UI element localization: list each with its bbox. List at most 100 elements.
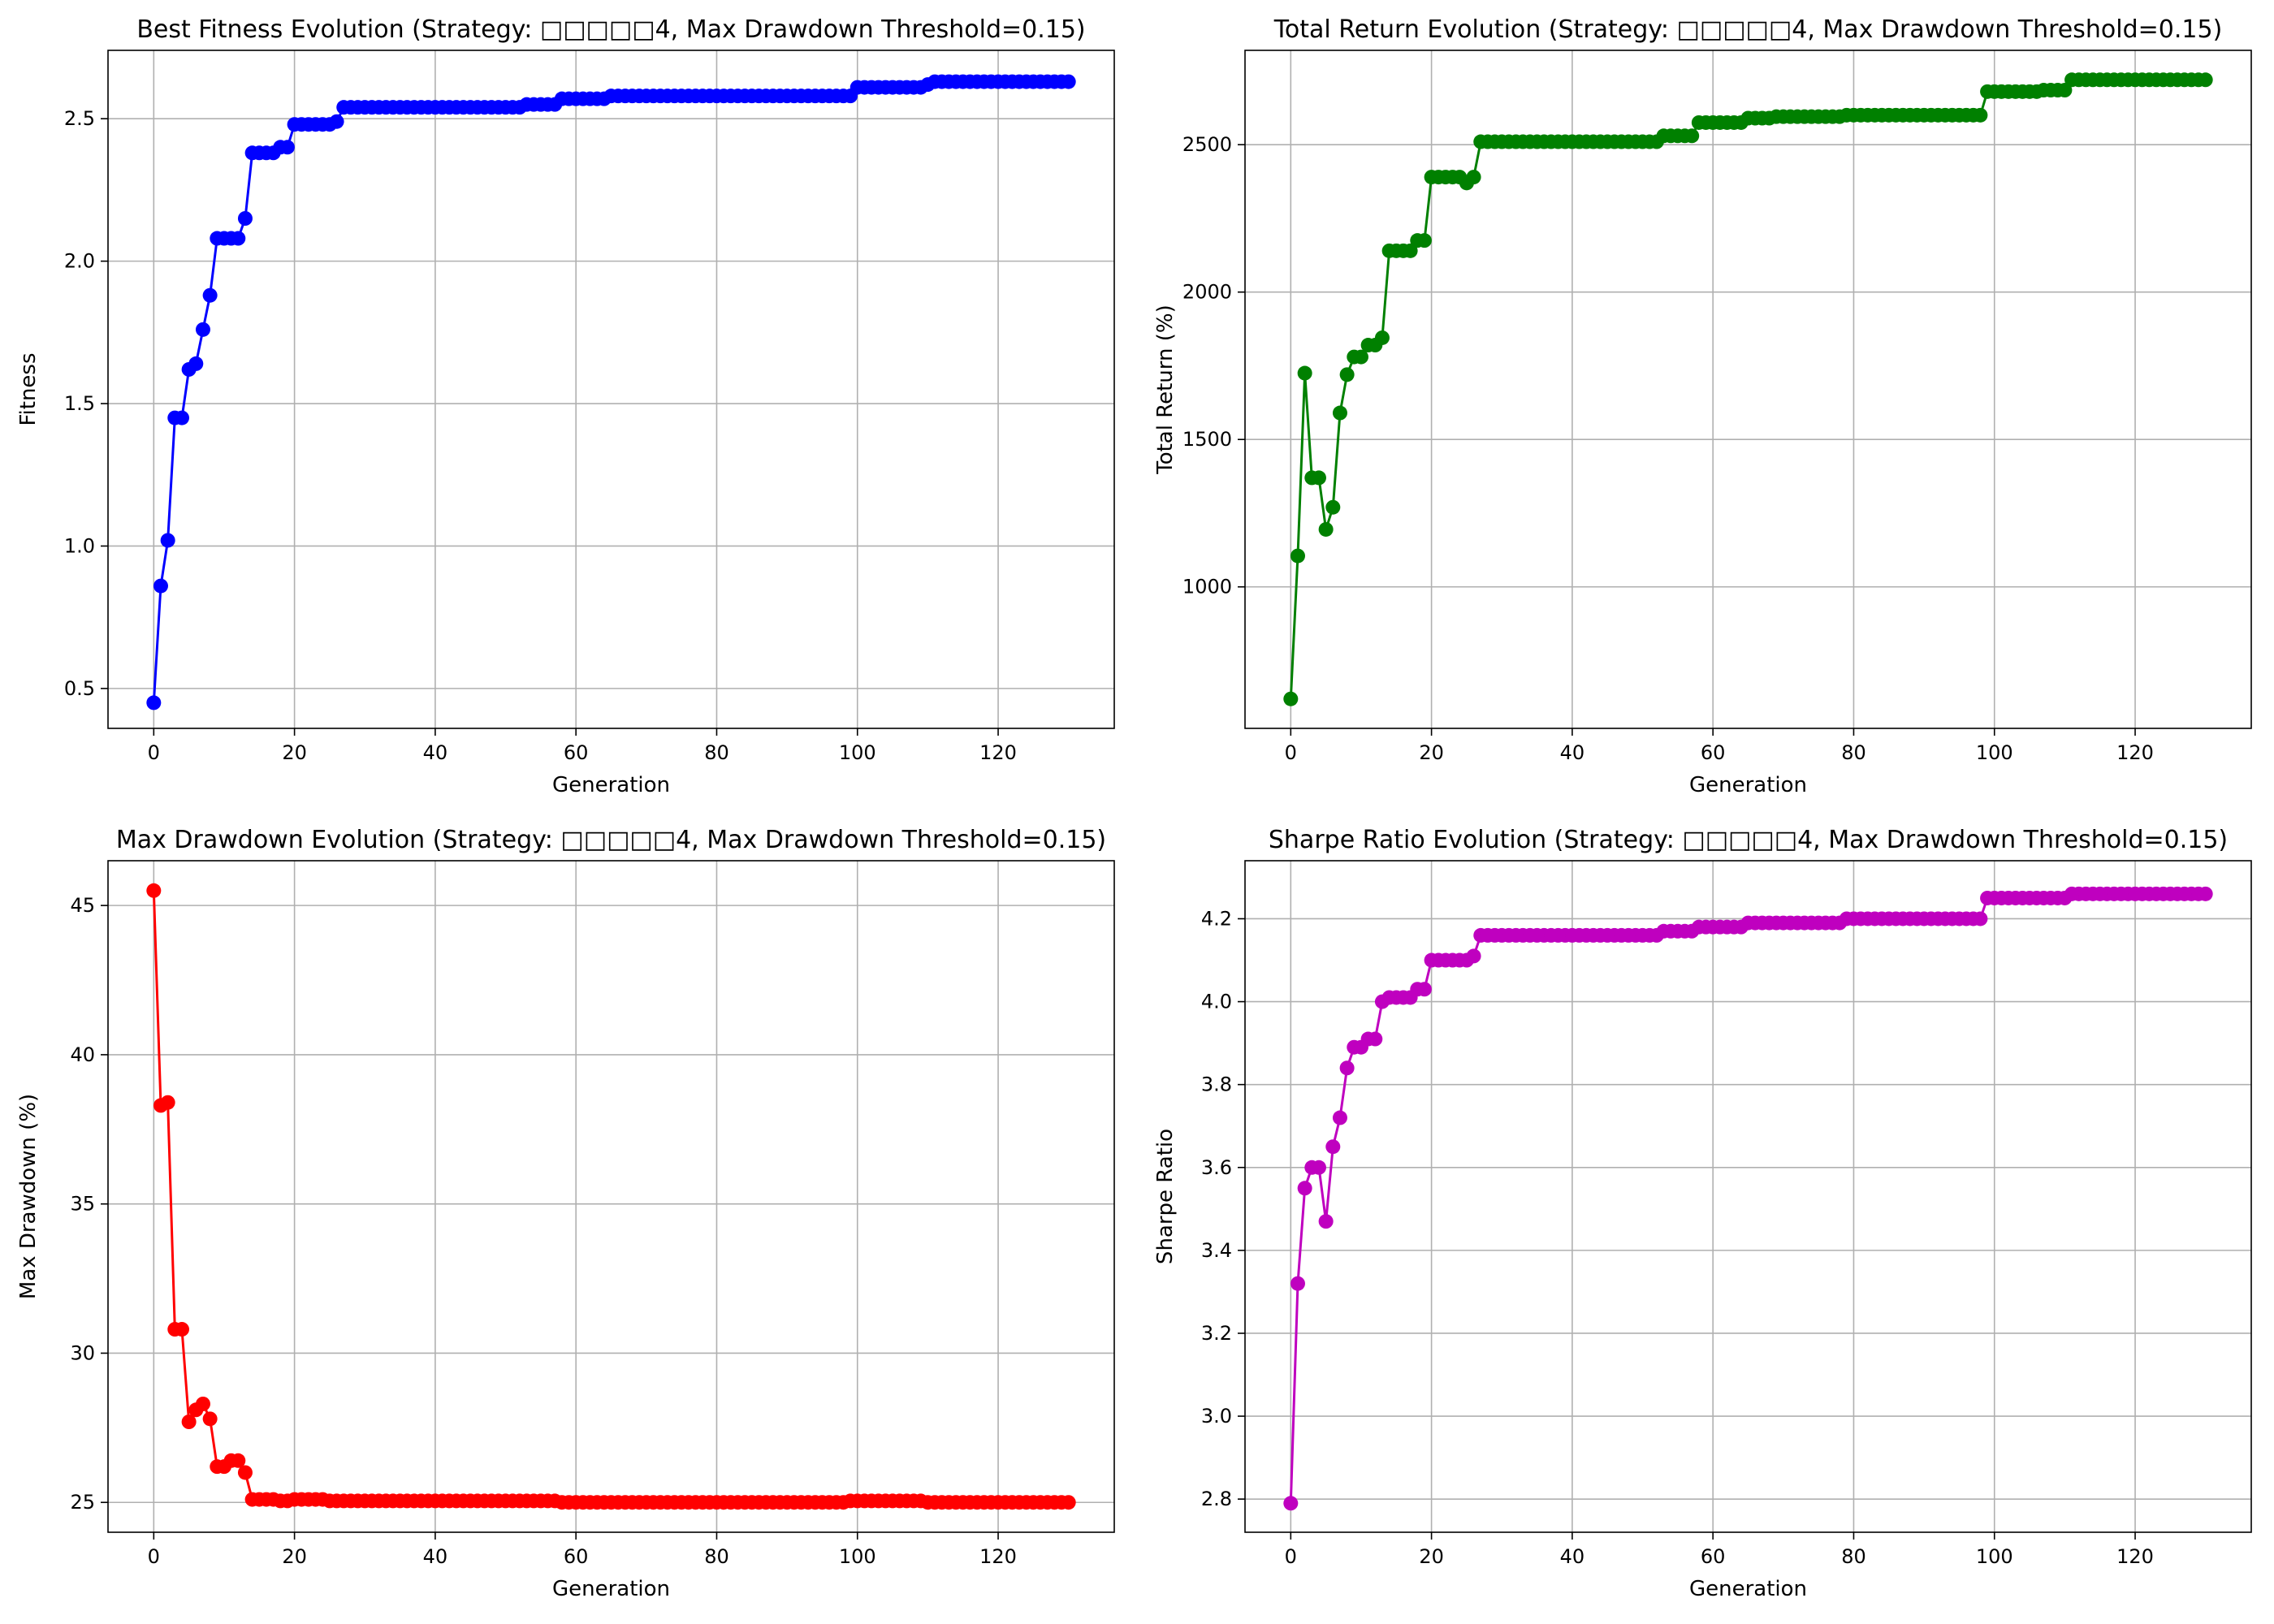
sharpe-y-axis-label: Sharpe Ratio: [1153, 1129, 1178, 1264]
sharpe-point-98: [1973, 911, 1988, 926]
sharpe-xtick-label-0: 0: [1285, 1545, 1297, 1568]
drawdown-point-130: [1061, 1495, 1076, 1510]
fitness-point-19: [279, 140, 295, 155]
sharpe-ytick-label-7: 4.2: [1201, 907, 1232, 930]
return-point-19: [1416, 233, 1432, 248]
drawdown-ytick-label-0: 25: [70, 1491, 95, 1514]
drawdown-xtick-label-1: 20: [282, 1545, 307, 1568]
drawdown-point-2: [160, 1095, 175, 1110]
fitness-x-axis-label: Generation: [552, 773, 670, 797]
fitness-ytick-label-3: 2.0: [64, 250, 95, 273]
return-x-axis-label: Generation: [1689, 773, 1807, 797]
sharpe-xtick-label-3: 60: [1701, 1545, 1726, 1568]
drawdown-point-13: [237, 1465, 253, 1480]
drawdown-xtick-label-3: 60: [564, 1545, 589, 1568]
fitness-chart: 0 20 40 60 80 100 120 0.5 1.0 1.5 2.0 2.5 Best Fitne…: [16, 15, 1115, 797]
return-ytick-label-1: 1500: [1182, 428, 1232, 451]
fitness-point-26: [329, 114, 344, 129]
fitness-ytick-label-4: 2.5: [64, 107, 95, 130]
fitness-xtick-label-0: 0: [148, 741, 160, 764]
fitness-xtick-label-3: 60: [564, 741, 589, 764]
return-point-57: [1684, 128, 1700, 144]
sharpe-point-12: [1368, 1031, 1383, 1047]
drawdown-ytick-label-2: 35: [70, 1193, 95, 1216]
sharpe-ytick-label-4: 3.6: [1201, 1156, 1232, 1179]
fitness-xtick-label-1: 20: [282, 741, 307, 764]
drawdown-chart-title: Max Drawdown Evolution (Strategy: □□□□□4…: [116, 826, 1106, 854]
return-ytick-label-2: 2000: [1182, 281, 1232, 304]
return-xtick-label-4: 80: [1841, 741, 1866, 764]
sharpe-xtick-label-5: 100: [1976, 1545, 2013, 1568]
return-point-17: [1403, 243, 1418, 258]
sharpe-plot-frame: [1244, 860, 2252, 1533]
return-point-98: [1973, 107, 1988, 123]
sharpe-xtick-label-6: 120: [2116, 1545, 2154, 1568]
fitness-xtick-label-6: 120: [979, 741, 1017, 764]
drawdown-point-5: [181, 1415, 197, 1429]
sharpe-point-2: [1297, 1181, 1312, 1196]
sharpe-point-19: [1416, 982, 1432, 997]
fitness-plot-frame: [107, 50, 1115, 729]
fitness-point-13: [237, 211, 253, 226]
return-y-axis-label: Total Return (%): [1153, 304, 1178, 475]
return-xtick-label-0: 0: [1285, 741, 1297, 764]
drawdown-xtick-label-2: 40: [423, 1545, 448, 1568]
drawdown-xtick-label-0: 0: [148, 1545, 160, 1568]
return-point-130: [2198, 72, 2213, 88]
sharpe-ytick-label-1: 3.0: [1201, 1405, 1232, 1427]
fitness-y-axis-label: Fitness: [16, 352, 41, 425]
return-point-110: [2057, 83, 2073, 98]
fitness-point-2: [160, 533, 175, 548]
return-point-26: [1466, 170, 1481, 185]
return-point-13: [1374, 330, 1390, 345]
fitness-point-6: [188, 356, 204, 371]
fitness-point-4: [174, 410, 189, 425]
sharpe-ytick-label-6: 4.0: [1201, 991, 1232, 1013]
return-xtick-label-6: 120: [2116, 741, 2154, 764]
fitness-point-0: [146, 695, 162, 710]
sharpe-point-5: [1318, 1214, 1334, 1229]
return-point-7: [1332, 405, 1347, 421]
return-ytick-label-0: 1000: [1182, 576, 1232, 598]
drawdown-plot-frame: [107, 860, 1115, 1533]
fitness-point-8: [202, 287, 218, 303]
drawdown-chart: 0 20 40 60 80 100 120 25 30 35 40 45 Max Drawdown Ev…: [16, 826, 1115, 1601]
sharpe-ytick-label-3: 3.4: [1201, 1239, 1232, 1262]
return-point-0: [1283, 691, 1299, 706]
sharpe-xtick-label-1: 20: [1419, 1545, 1444, 1568]
sharpe-point-8: [1339, 1060, 1355, 1076]
fitness-point-7: [195, 322, 210, 337]
fitness-chart-title: Best Fitness Evolution (Strategy: □□□□□4…: [136, 15, 1085, 44]
fitness-point-12: [231, 231, 246, 246]
drawdown-xtick-label-5: 100: [839, 1545, 876, 1568]
drawdown-point-12: [231, 1453, 246, 1468]
sharpe-x-axis-label: Generation: [1689, 1577, 1807, 1601]
fitness-xtick-label-5: 100: [839, 741, 876, 764]
return-point-4: [1311, 470, 1326, 486]
return-xtick-label-3: 60: [1701, 741, 1726, 764]
return-ytick-label-3: 2500: [1182, 133, 1232, 156]
sharpe-point-130: [2198, 886, 2213, 901]
sharpe-chart-title: Sharpe Ratio Evolution (Strategy: □□□□□4…: [1269, 826, 2228, 854]
sharpe-xtick-label-2: 40: [1560, 1545, 1585, 1568]
sharpe-ytick-label-2: 3.2: [1201, 1322, 1232, 1345]
drawdown-point-7: [195, 1396, 210, 1411]
drawdown-point-8: [202, 1411, 218, 1427]
return-xtick-label-2: 40: [1560, 741, 1585, 764]
fitness-ytick-label-2: 1.5: [64, 392, 95, 415]
return-point-5: [1318, 521, 1334, 537]
return-point-10: [1353, 349, 1368, 365]
drawdown-series-line: [152, 890, 1069, 1504]
fitness-ytick-label-1: 1.0: [64, 534, 95, 557]
sharpe-ytick-label-5: 3.8: [1201, 1073, 1232, 1096]
sharpe-point-26: [1466, 948, 1481, 964]
drawdown-y-axis-label: Max Drawdown (%): [16, 1094, 41, 1299]
return-point-8: [1339, 367, 1355, 382]
drawdown-ytick-label-3: 40: [70, 1043, 95, 1066]
fitness-ytick-label-0: 0.5: [64, 677, 95, 700]
return-point-2: [1297, 365, 1312, 381]
sharpe-ytick-label-0: 2.8: [1201, 1488, 1232, 1510]
sharpe-point-0: [1283, 1496, 1299, 1511]
return-chart: 0 20 40 60 80 100 120 1000 1500 2000 2500 Total Ret…: [1153, 15, 2252, 797]
